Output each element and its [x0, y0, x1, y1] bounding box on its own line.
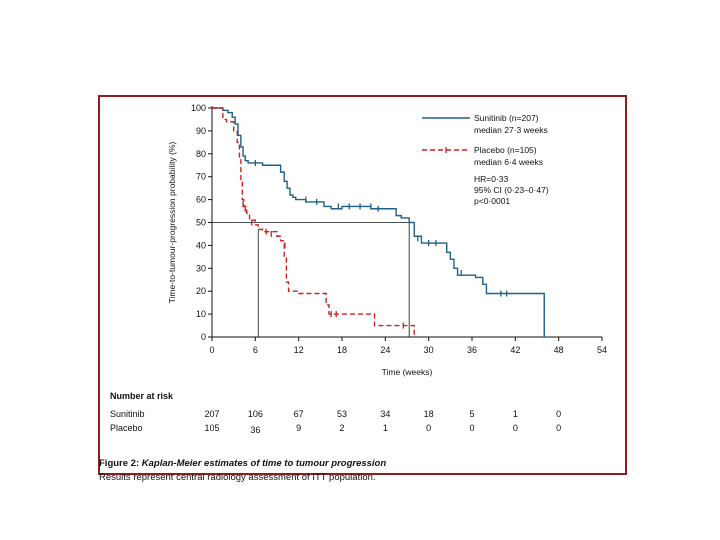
risk-cell: 0 — [556, 409, 561, 419]
stat-annotation: HR=0·33 — [474, 174, 509, 184]
risk-cell: 0 — [469, 423, 474, 433]
x-axis-label: Time (weeks) — [382, 367, 433, 377]
legend-sunitinib-median: median 27·3 weeks — [474, 125, 548, 135]
x-tick-label: 42 — [510, 345, 520, 355]
risk-cell: 0 — [426, 423, 431, 433]
x-tick-label: 30 — [424, 345, 434, 355]
y-tick-label: 40 — [196, 240, 206, 250]
legend-sunitinib-label: Sunitinib (n=207) — [474, 113, 539, 123]
x-tick-label: 0 — [209, 345, 214, 355]
risk-cell: 18 — [424, 409, 434, 419]
figure-caption: Figure 2: Kaplan-Meier estimates of time… — [99, 458, 659, 483]
risk-cell: 34 — [380, 409, 390, 419]
risk-cell: 9 — [296, 423, 301, 433]
risk-cell: 0 — [556, 423, 561, 433]
stat-annotation: 95% CI (0·23–0·47) — [474, 185, 549, 195]
risk-cell: 105 — [204, 423, 219, 433]
x-tick-label: 6 — [253, 345, 258, 355]
y-tick-label: 50 — [196, 218, 206, 228]
figure-frame: 0 10 20 30 40 50 60 70 80 90 100 0 6 12 18 24 30 36 42 48 54… — [98, 95, 627, 475]
y-tick-label: 80 — [196, 149, 206, 159]
caption-subtitle: Results represent central radiology asse… — [99, 472, 376, 483]
stat-annotation: p<0·0001 — [474, 196, 510, 206]
risk-row-label: Placebo — [110, 423, 143, 433]
risk-cell: 1 — [383, 423, 388, 433]
risk-cell: 207 — [204, 409, 219, 419]
placebo-curve — [212, 107, 415, 337]
risk-cell: 1 — [513, 409, 518, 419]
survival-curves — [212, 107, 545, 337]
caption-title: Figure 2: Kaplan-Meier estimates of time… — [99, 458, 387, 469]
risk-cell: 0 — [513, 423, 518, 433]
y-tick-label: 90 — [196, 126, 206, 136]
x-tick-label: 18 — [337, 345, 347, 355]
risk-cell: 67 — [294, 409, 304, 419]
y-tick-label: 60 — [196, 195, 206, 205]
risk-cell: 5 — [469, 409, 474, 419]
y-tick-label: 30 — [196, 263, 206, 273]
x-tick-label: 12 — [294, 345, 304, 355]
risk-cell: 2 — [339, 423, 344, 433]
risk-row-label: Sunitinib — [110, 409, 145, 419]
legend-placebo-median: median 6·4 weeks — [474, 157, 543, 167]
y-tick-label: 100 — [191, 103, 206, 113]
risk-cell: 106 — [248, 409, 263, 419]
y-axis-label: Time-to-tumour-progression probability (… — [167, 141, 177, 303]
x-tick-label: 54 — [597, 345, 607, 355]
y-tick-label: 70 — [196, 172, 206, 182]
risk-cell: 36 — [250, 425, 260, 435]
legend-placebo-label: Placebo (n=105) — [474, 145, 537, 155]
y-tick-label: 10 — [196, 309, 206, 319]
risk-table-title: Number at risk — [110, 391, 174, 401]
x-tick-label: 36 — [467, 345, 477, 355]
legend: Sunitinib (n=207) median 27·3 weeks Placeb… — [422, 113, 549, 206]
median-lines — [212, 222, 410, 337]
y-tick-label: 0 — [201, 332, 206, 342]
risk-cell: 53 — [337, 409, 347, 419]
x-tick-label: 48 — [554, 345, 564, 355]
y-tick-label: 20 — [196, 286, 206, 296]
x-tick-label: 24 — [380, 345, 390, 355]
axes: 0 10 20 30 40 50 60 70 80 90 100 0 6 12 18 24 30 36 42 48 54… — [167, 103, 607, 377]
